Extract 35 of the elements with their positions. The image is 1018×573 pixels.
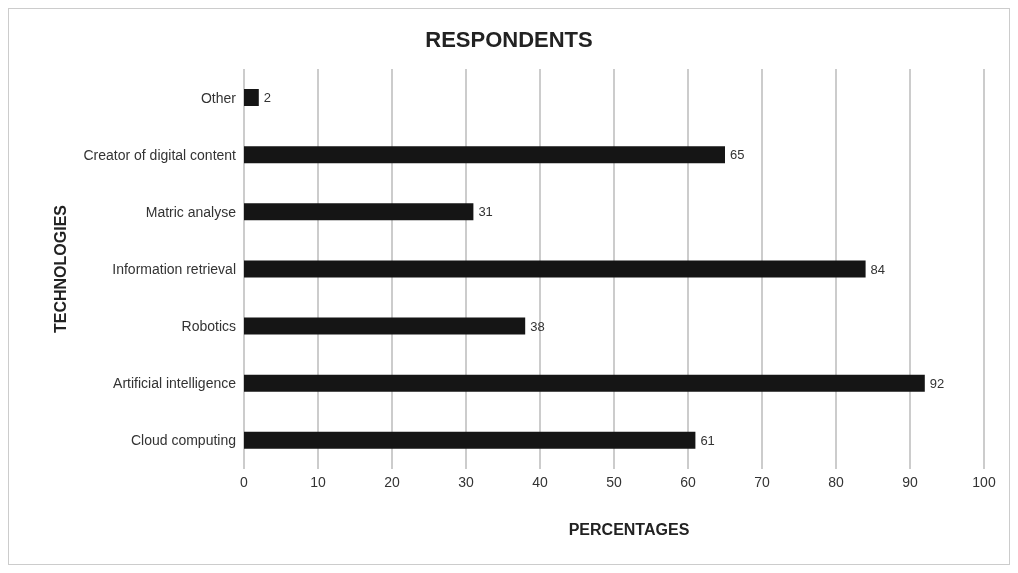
x-axis-title: PERCENTAGES	[567, 521, 691, 539]
data-label: 38	[530, 318, 545, 334]
y-tick-label: Artificial intelligence	[113, 375, 237, 392]
bar	[244, 260, 866, 278]
data-label: 31	[478, 204, 493, 220]
data-label: 65	[730, 147, 745, 163]
x-tick-label: 0	[240, 473, 249, 490]
x-tick-label: 90	[902, 473, 918, 490]
y-tick-label: Information retrieval	[112, 260, 236, 277]
y-tick-label: Creator of digital content	[83, 146, 237, 163]
chart-title: RESPONDENTS	[424, 27, 594, 53]
data-label: 2	[263, 90, 272, 106]
bar	[244, 431, 696, 449]
x-tick-label: 80	[828, 473, 844, 490]
x-tick-label: 100	[972, 473, 996, 490]
x-tick-label: 60	[680, 473, 696, 490]
y-tick-label: Other	[200, 89, 237, 106]
bar	[244, 317, 526, 335]
bar	[244, 146, 725, 164]
bar	[244, 203, 474, 221]
y-axis-title: TECHNOLOGIES	[52, 204, 70, 334]
x-tick-label: 20	[384, 473, 400, 490]
x-tick-label: 30	[458, 473, 474, 490]
x-tick-label: 50	[606, 473, 622, 490]
y-tick-label: Robotics	[181, 318, 236, 335]
y-tick-label: Cloud computing	[130, 432, 236, 449]
x-tick-label: 40	[532, 473, 548, 490]
data-label: 61	[700, 432, 715, 448]
bar	[244, 374, 925, 392]
x-tick-label: 10	[310, 473, 326, 490]
data-label: 92	[929, 375, 945, 391]
y-tick-label: Matric analyse	[145, 203, 237, 220]
x-tick-label: 70	[754, 473, 770, 490]
bar	[244, 89, 259, 106]
data-label: 84	[870, 261, 886, 277]
